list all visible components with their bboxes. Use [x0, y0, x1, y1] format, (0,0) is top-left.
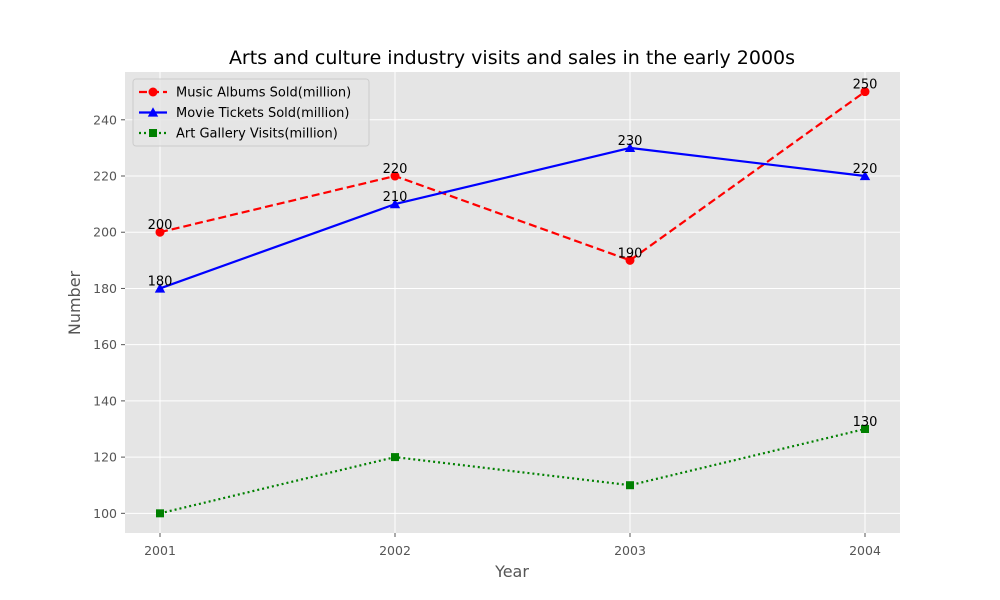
y-tick-label: 140 [93, 393, 117, 408]
movie-tickets-legend-marker [147, 107, 159, 117]
music-albums-data-label: 250 [853, 78, 878, 93]
movie-tickets-point [154, 283, 166, 293]
music-albums-legend-marker [148, 87, 158, 97]
music-albums-line [159, 90, 866, 262]
data-labels: 200 220 190 250 180 210 230 220 130 [148, 78, 878, 430]
movie-tickets-data-label: 180 [148, 274, 173, 289]
y-tick-label: 240 [93, 112, 117, 127]
art-gallery-legend-label: Art Gallery Visits(million) [176, 127, 338, 142]
art-gallery-point [626, 481, 634, 490]
y-axis-label: Number [65, 270, 84, 335]
art-gallery-line [159, 427, 866, 515]
music-albums-data-label: 220 [383, 162, 408, 177]
art-gallery-data-label: 130 [853, 415, 878, 430]
x-tick-label: 2001 [144, 543, 176, 558]
art-gallery-point [391, 453, 399, 462]
music-albums-data-label: 200 [148, 218, 173, 233]
music-albums-legend-label: Music Albums Sold(million) [176, 86, 351, 101]
y-tick-label: 160 [93, 337, 117, 352]
movie-tickets-data-label: 210 [383, 190, 408, 205]
music-albums-point [390, 171, 400, 181]
y-tick-label: 180 [93, 281, 117, 296]
movie-tickets-point [624, 142, 636, 153]
x-tick-label: 2003 [614, 543, 646, 558]
art-gallery-point [156, 509, 164, 518]
legend-box [132, 78, 370, 147]
music-albums-data-label: 190 [618, 246, 643, 261]
y-tick-label: 100 [93, 506, 117, 521]
music-albums-point [155, 227, 165, 237]
x-axis-label: Year [494, 562, 529, 581]
movie-tickets-data-label: 220 [853, 162, 878, 177]
movie-tickets-data-label: 230 [618, 134, 643, 149]
movie-tickets-line [159, 146, 866, 290]
movie-tickets-point [859, 170, 871, 181]
plot-area [125, 72, 900, 533]
legend: Music Albums Sold(million) Movie Tickets … [132, 78, 370, 147]
y-tick-label: 220 [93, 169, 117, 184]
x-tick-label: 2004 [849, 543, 881, 558]
art-gallery-point [861, 424, 869, 433]
x-tick-label: 2002 [379, 543, 411, 558]
movie-tickets-legend-label: Movie Tickets Sold(million) [176, 106, 350, 121]
series-lines [154, 87, 871, 518]
music-albums-point [860, 87, 870, 97]
y-tick-label: 200 [93, 225, 117, 240]
axis-ticks: 100 120 140 160 180 200 220 240 2001 2002 2003 2004 [93, 112, 881, 558]
y-tick-label: 120 [93, 450, 117, 465]
movie-tickets-point [389, 198, 401, 209]
chart-title: Arts and culture industry visits and sal… [229, 47, 795, 69]
music-albums-point [625, 255, 635, 265]
art-gallery-legend-marker [149, 129, 157, 137]
